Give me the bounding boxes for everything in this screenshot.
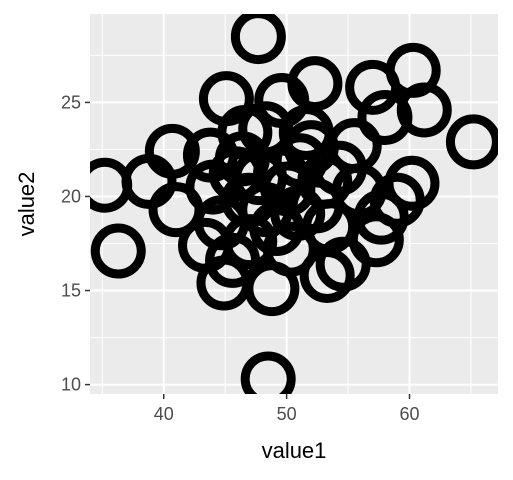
data-point [217,105,273,161]
data-point [178,217,234,273]
x-tick-label: 40 [154,404,174,424]
y-tick-label: 15 [61,281,81,301]
data-point [311,140,367,196]
data-point [396,82,452,138]
axis-ticks [85,101,411,399]
data-point [230,14,286,65]
y-tick-label: 20 [61,186,81,206]
y-axis-tick-labels: 10 15 20 25 [61,92,81,394]
data-point [240,351,296,394]
y-tick-label: 10 [61,375,81,395]
data-point [90,157,133,213]
x-axis-tick-labels: 40 50 60 [154,404,420,424]
data-point [297,153,353,209]
x-axis-title: value1 [262,438,327,463]
x-tick-label: 60 [400,404,420,424]
data-point [249,200,305,256]
data-point [90,223,146,279]
data-point [445,114,498,170]
data-point [369,172,425,228]
data-points [90,14,498,394]
data-point [345,59,401,115]
y-tick-label: 25 [61,92,81,112]
y-axis-title: value2 [14,172,39,237]
data-point [357,89,413,145]
x-tick-label: 50 [277,404,297,424]
